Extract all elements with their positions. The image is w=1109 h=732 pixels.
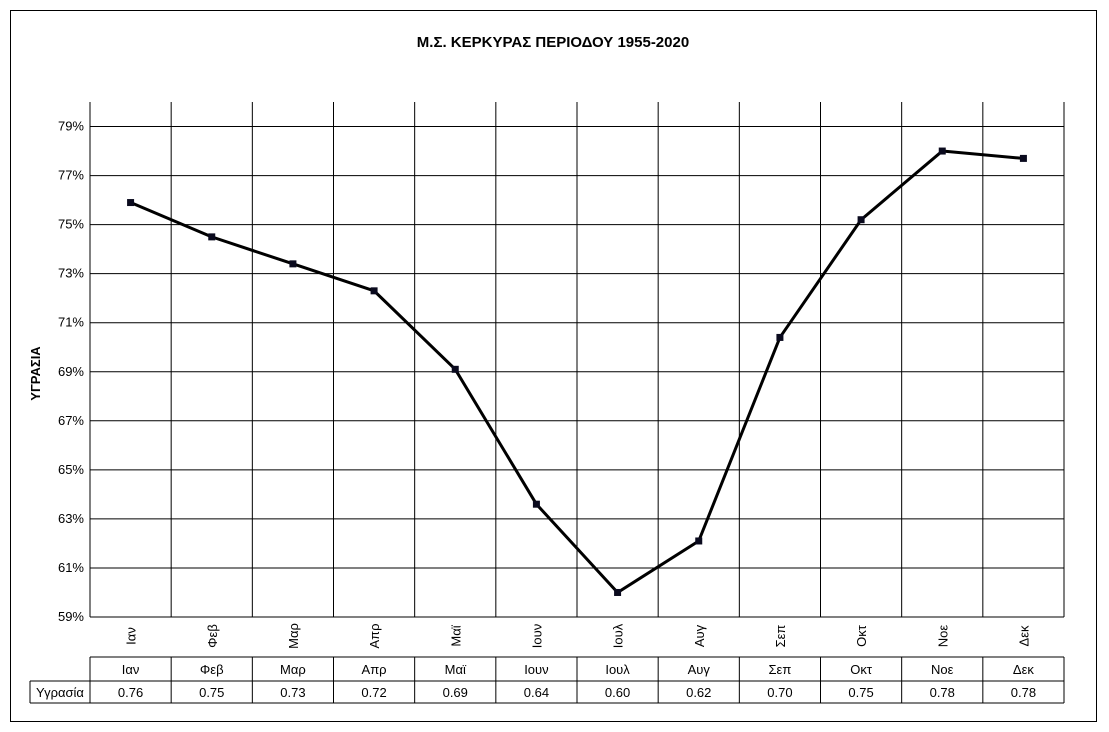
table-header-cell: Ιουλ (605, 662, 630, 677)
data-point-marker (776, 333, 784, 341)
table-header-cell: Σεπ (769, 662, 792, 677)
x-tick-label: Ιουν (529, 624, 544, 648)
x-tick-label: Οκτ (854, 624, 869, 647)
data-point-marker (938, 147, 946, 155)
y-tick-label: 73% (58, 266, 84, 281)
x-tick-label: Ιουλ (611, 623, 626, 648)
table-value-cell: 0.78 (930, 685, 955, 700)
table-header-cell: Οκτ (850, 662, 873, 677)
y-tick-label: 63% (58, 511, 84, 526)
table-value-cell: 0.76 (118, 685, 143, 700)
data-point-marker (289, 260, 297, 268)
table-header-cell: Ιουν (524, 662, 548, 677)
table-row-label: Υγρασία (36, 685, 84, 700)
y-tick-label: 71% (58, 315, 84, 330)
x-tick-label: Μαϊ (448, 624, 463, 646)
data-point-marker (695, 537, 703, 545)
table-header-cell: Νοε (931, 662, 954, 677)
x-tick-label: Απρ (367, 623, 382, 648)
y-tick-label: 75% (58, 217, 84, 232)
table-value-cell: 0.70 (767, 685, 792, 700)
x-tick-label: Μαρ (286, 623, 301, 649)
table-value-cell: 0.64 (524, 685, 549, 700)
data-point-marker (127, 199, 135, 207)
table-value-cell: 0.69 (443, 685, 468, 700)
x-tick-label: Σεπ (773, 625, 788, 648)
table-header-cell: Φεβ (200, 662, 224, 677)
y-tick-label: 79% (58, 119, 84, 134)
table-value-cell: 0.75 (199, 685, 224, 700)
y-tick-label: 77% (58, 168, 84, 183)
data-point-marker (370, 287, 378, 295)
data-point-marker (532, 500, 540, 508)
table-value-cell: 0.78 (1011, 685, 1036, 700)
y-tick-label: 67% (58, 413, 84, 428)
chart-title: Μ.Σ. ΚΕΡΚΥΡΑΣ ΠΕΡΙΟΔΟΥ 1955-2020 (417, 34, 689, 51)
y-axis-label: ΥΓΡΑΣΙΑ (28, 346, 43, 401)
table-header-cell: Απρ (362, 662, 387, 677)
table-header-cell: Μαρ (280, 662, 306, 677)
y-tick-label: 59% (58, 609, 84, 624)
table-value-cell: 0.73 (280, 685, 305, 700)
data-point-marker (208, 233, 216, 241)
table-value-cell: 0.60 (605, 685, 630, 700)
table-header-cell: Αυγ (688, 662, 711, 677)
table-value-cell: 0.62 (686, 685, 711, 700)
x-tick-label: Ιαν (124, 627, 139, 645)
table-value-cell: 0.72 (361, 685, 386, 700)
y-tick-label: 61% (58, 560, 84, 575)
table-header-cell: Δεκ (1013, 662, 1034, 677)
x-tick-label: Φεβ (205, 624, 220, 648)
data-point-marker (857, 216, 865, 224)
x-tick-label: Αυγ (692, 624, 707, 647)
data-point-marker (1019, 154, 1027, 162)
chart-frame (10, 10, 1097, 722)
x-tick-label: Νοε (935, 625, 950, 648)
series-line-ygrasia (129, 149, 1024, 594)
y-tick-label: 65% (58, 462, 84, 477)
data-point-marker (451, 365, 459, 373)
table-value-cell: 0.75 (848, 685, 873, 700)
y-tick-label: 69% (58, 364, 84, 379)
data-point-marker (614, 588, 622, 596)
table-header-cell: Ιαν (122, 662, 140, 677)
table-header-cell: Μαϊ (445, 662, 467, 677)
x-tick-label: Δεκ (1016, 625, 1031, 646)
